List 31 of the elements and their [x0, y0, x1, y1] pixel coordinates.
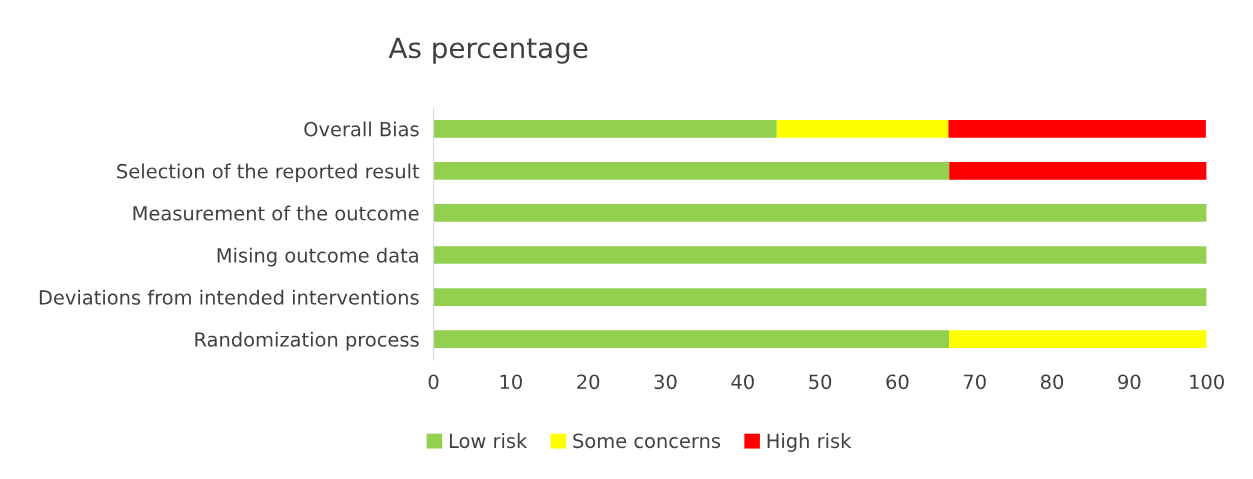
- bar: [776, 119, 949, 138]
- legend-label: Some concerns: [573, 433, 721, 449]
- y-tick-label: Measurement of the outcome: [133, 205, 419, 221]
- x-tick-label: 90: [1118, 374, 1141, 390]
- x-tick-label: 20: [577, 374, 600, 390]
- y-tick-label: Deviations from intended interventions: [39, 289, 419, 305]
- bar: [949, 162, 1207, 180]
- legend-label: High risk: [767, 433, 852, 452]
- x-tick-label: 40: [731, 374, 754, 390]
- y-tick-label: Mising outcome data: [217, 247, 418, 267]
- chart-title: As percentage: [388, 37, 588, 64]
- y-tick-label: Overall Bias: [304, 121, 419, 137]
- bar: [433, 330, 950, 349]
- bar: [433, 246, 1207, 264]
- y-tick-label: Selection of the reported result: [117, 163, 420, 183]
- bar: [433, 162, 950, 180]
- y-tick-label: Randomization process: [195, 331, 419, 351]
- bar: [948, 119, 1206, 138]
- x-tick-label: 10: [500, 374, 522, 390]
- x-tick-label: 80: [1040, 374, 1064, 390]
- x-tick-label: 60: [886, 374, 909, 390]
- bar: [433, 119, 777, 138]
- x-tick-label: 70: [963, 374, 986, 390]
- x-tick-label: 0: [428, 374, 439, 390]
- legend-label: Low risk: [449, 433, 528, 449]
- bar: [949, 330, 1207, 349]
- bar: [433, 204, 1207, 222]
- x-tick-label: 30: [654, 374, 677, 390]
- bar: [433, 288, 1207, 306]
- x-tick-label: 100: [1190, 374, 1224, 390]
- x-tick-label: 50: [809, 374, 832, 390]
